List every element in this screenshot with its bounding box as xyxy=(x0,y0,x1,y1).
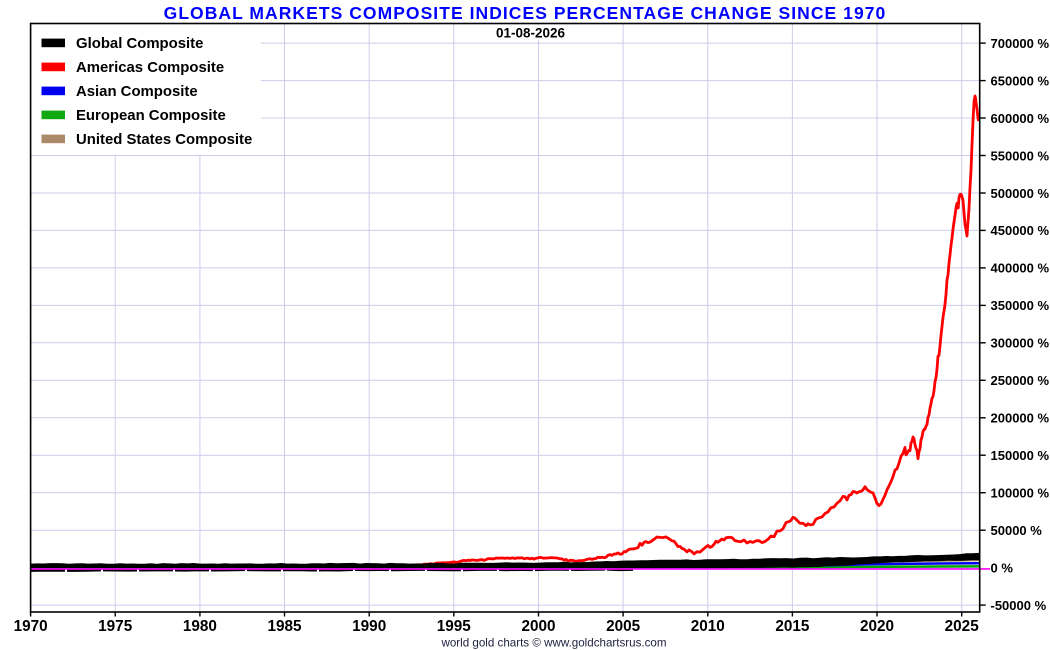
svg-text:550000 %: 550000 % xyxy=(991,148,1050,163)
svg-text:200000 %: 200000 % xyxy=(991,411,1050,426)
svg-text:650000 %: 650000 % xyxy=(991,73,1050,88)
svg-text:2010: 2010 xyxy=(691,618,725,635)
svg-text:600000 %: 600000 % xyxy=(991,111,1050,126)
svg-text:500000 %: 500000 % xyxy=(991,186,1050,201)
svg-text:European Composite: European Composite xyxy=(76,108,226,124)
svg-text:1995: 1995 xyxy=(437,618,472,635)
svg-text:0 %: 0 % xyxy=(991,560,1014,575)
svg-text:1975: 1975 xyxy=(98,618,133,635)
svg-text:2020: 2020 xyxy=(860,618,894,635)
svg-text:1985: 1985 xyxy=(267,618,302,635)
svg-text:1980: 1980 xyxy=(183,618,217,635)
svg-text:2000: 2000 xyxy=(521,618,555,635)
svg-text:250000 %: 250000 % xyxy=(991,373,1050,388)
svg-text:450000 %: 450000 % xyxy=(991,223,1050,238)
svg-text:Americas Composite: Americas Composite xyxy=(76,60,224,76)
svg-text:1970: 1970 xyxy=(14,618,48,635)
svg-text:1990: 1990 xyxy=(352,618,386,635)
svg-text:700000 %: 700000 % xyxy=(991,36,1050,51)
svg-text:Asian Composite: Asian Composite xyxy=(76,84,198,100)
svg-text:50000 %: 50000 % xyxy=(991,523,1043,538)
svg-text:2015: 2015 xyxy=(775,618,810,635)
svg-text:400000 %: 400000 % xyxy=(991,261,1050,276)
svg-text:100000 %: 100000 % xyxy=(991,486,1050,501)
svg-text:United States Composite: United States Composite xyxy=(76,132,252,148)
svg-text:2025: 2025 xyxy=(945,618,980,635)
svg-text:-50000 %: -50000 % xyxy=(991,598,1047,613)
svg-text:300000 %: 300000 % xyxy=(991,336,1050,351)
svg-text:150000 %: 150000 % xyxy=(991,448,1050,463)
svg-text:GLOBAL MARKETS COMPOSITE INDIC: GLOBAL MARKETS COMPOSITE INDICES PERCENT… xyxy=(164,3,887,23)
svg-text:2005: 2005 xyxy=(606,618,641,635)
svg-text:world gold charts © www.goldch: world gold charts © www.goldchartsrus.co… xyxy=(440,637,666,650)
svg-text:350000 %: 350000 % xyxy=(991,298,1050,313)
svg-text:Global Composite: Global Composite xyxy=(76,36,203,52)
svg-text:01-08-2026: 01-08-2026 xyxy=(496,26,566,41)
